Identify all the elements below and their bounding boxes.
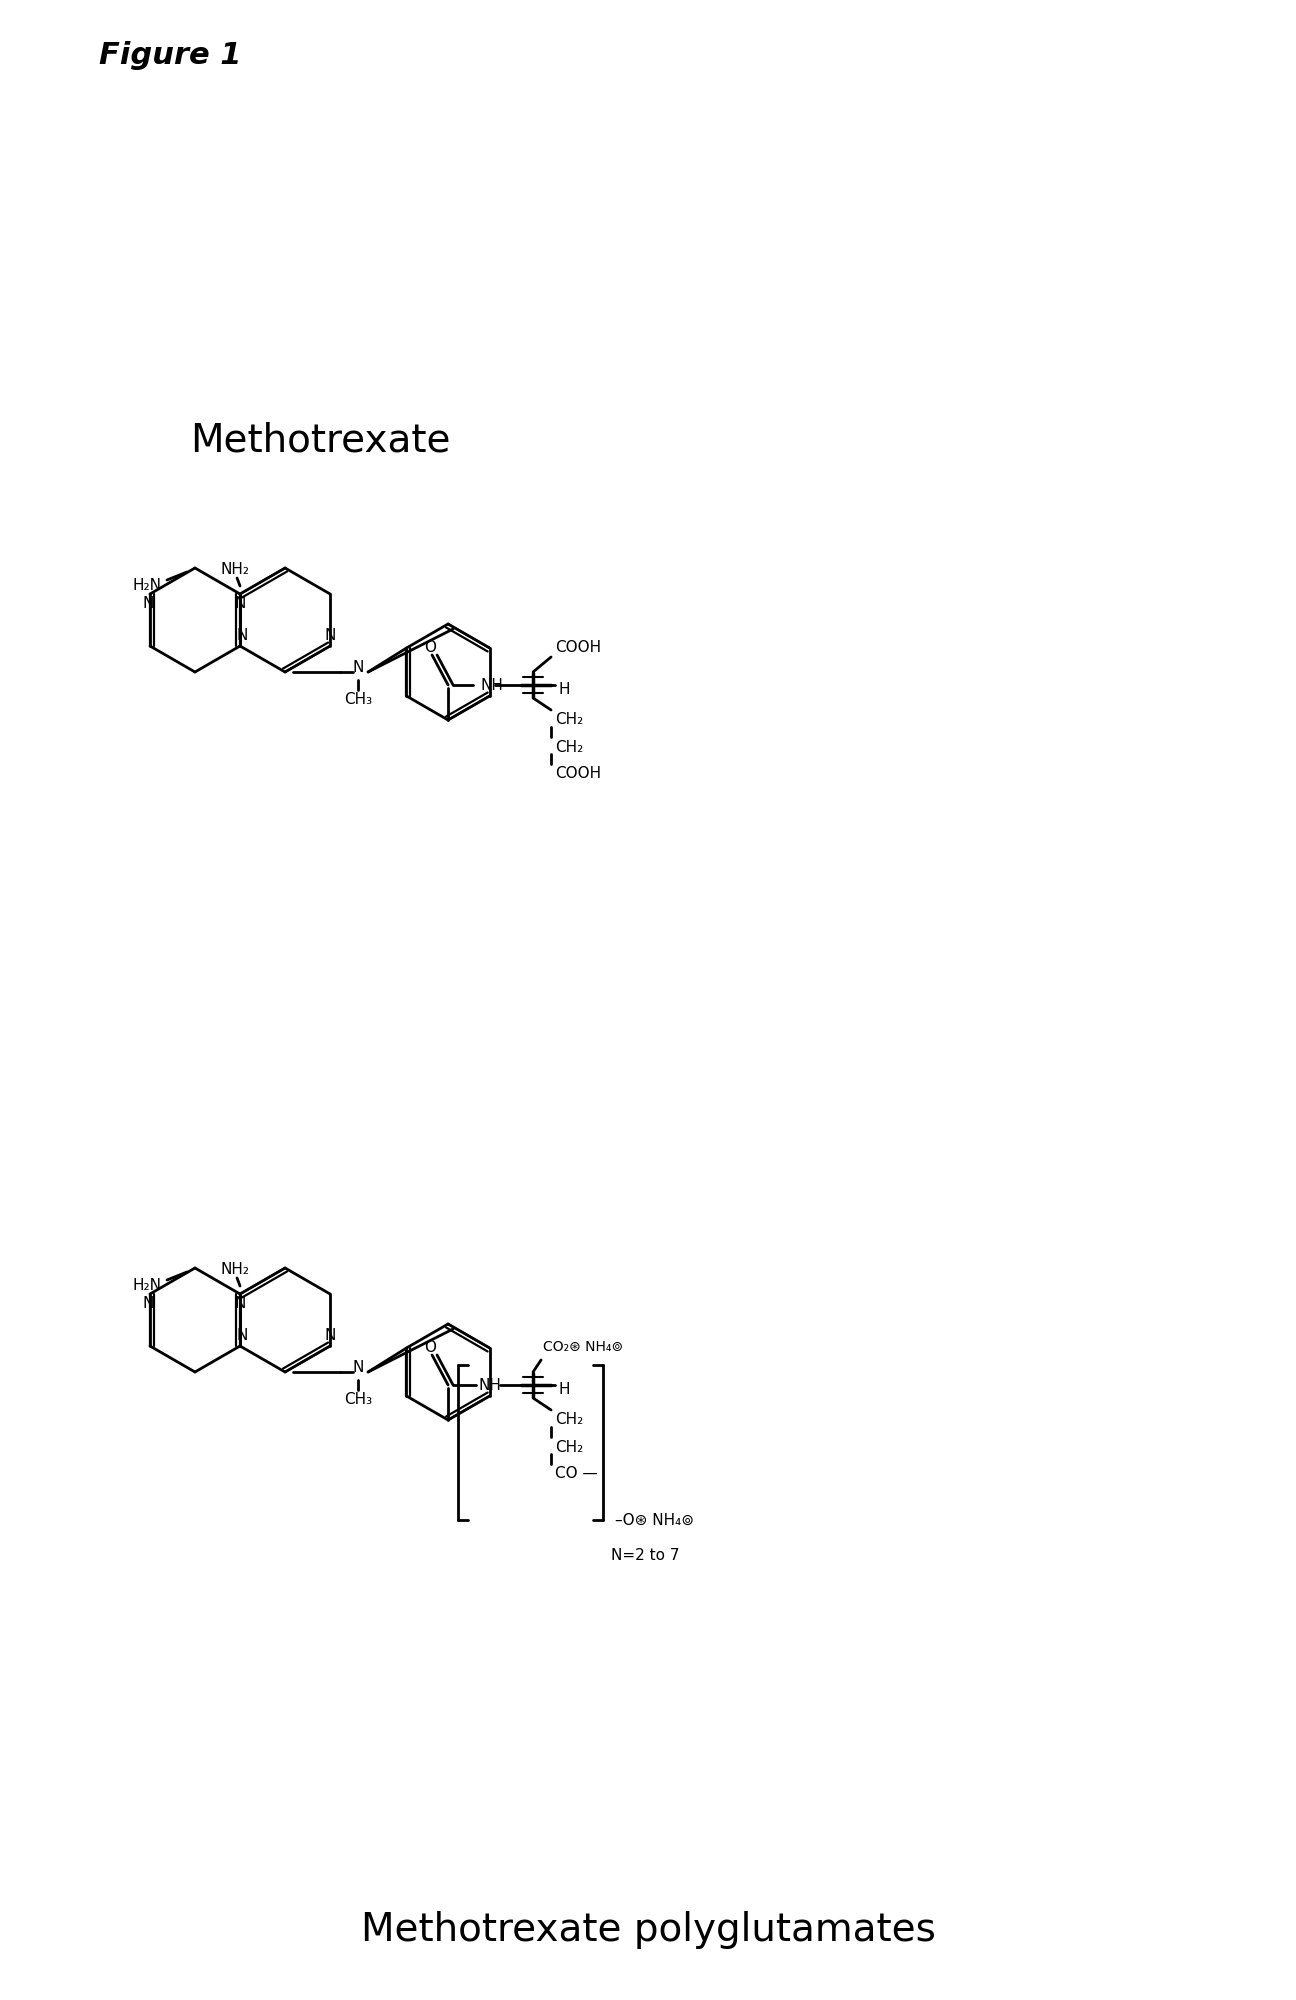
Text: CO₂⊛ NH₄⊚: CO₂⊛ NH₄⊚ bbox=[543, 1340, 623, 1354]
Text: H₂N: H₂N bbox=[132, 578, 162, 594]
Text: Methotrexate: Methotrexate bbox=[191, 422, 451, 460]
Text: H: H bbox=[559, 1382, 569, 1398]
Text: N: N bbox=[324, 628, 336, 644]
Text: Figure 1: Figure 1 bbox=[98, 40, 241, 70]
Text: N: N bbox=[143, 1296, 154, 1312]
Text: CH₂: CH₂ bbox=[555, 1412, 583, 1428]
Text: N: N bbox=[236, 628, 248, 644]
Text: N: N bbox=[353, 1360, 364, 1374]
Text: N: N bbox=[324, 1328, 336, 1344]
Text: CH₂: CH₂ bbox=[555, 712, 583, 728]
Text: NH: NH bbox=[478, 1378, 502, 1392]
Text: NH₂: NH₂ bbox=[220, 1262, 250, 1276]
Text: CH₃: CH₃ bbox=[343, 1392, 372, 1408]
Text: –O⊛ NH₄⊚: –O⊛ NH₄⊚ bbox=[616, 1512, 695, 1528]
Text: NH₂: NH₂ bbox=[220, 562, 250, 576]
Text: CH₃: CH₃ bbox=[343, 692, 372, 708]
Text: NH: NH bbox=[480, 678, 503, 692]
Text: N: N bbox=[353, 660, 364, 674]
Text: N: N bbox=[143, 596, 154, 612]
Text: O: O bbox=[424, 640, 435, 654]
Text: CO —: CO — bbox=[555, 1466, 597, 1482]
Text: COOH: COOH bbox=[555, 766, 601, 782]
Text: CH₂: CH₂ bbox=[555, 1440, 583, 1454]
Text: N: N bbox=[236, 1328, 248, 1344]
Text: Methotrexate polyglutamates: Methotrexate polyglutamates bbox=[360, 1912, 936, 1948]
Text: H: H bbox=[559, 682, 569, 698]
Text: CH₂: CH₂ bbox=[555, 740, 583, 754]
Text: N: N bbox=[235, 596, 246, 612]
Text: H₂N: H₂N bbox=[132, 1278, 162, 1294]
Text: N=2 to 7: N=2 to 7 bbox=[612, 1548, 679, 1562]
Text: N: N bbox=[235, 1296, 246, 1312]
Text: COOH: COOH bbox=[555, 640, 601, 654]
Text: O: O bbox=[424, 1340, 435, 1354]
